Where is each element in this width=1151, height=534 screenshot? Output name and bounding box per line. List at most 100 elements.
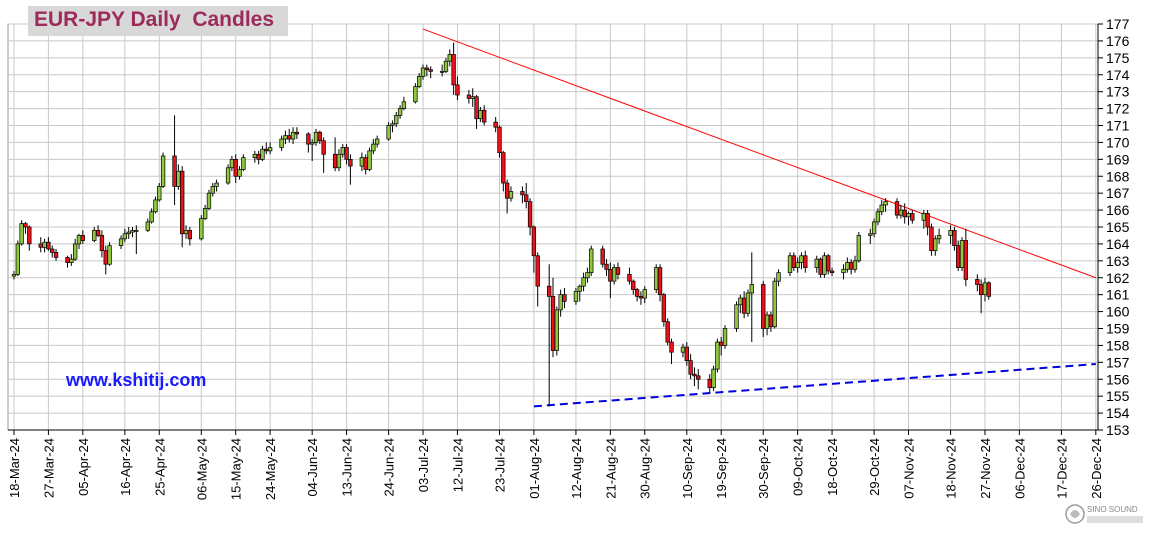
x-tick-label: 15-May-24 xyxy=(229,438,244,500)
candle-body xyxy=(237,169,242,177)
candle-down xyxy=(910,210,915,224)
candle-down xyxy=(348,154,353,185)
candle-body xyxy=(898,209,904,216)
candle-body xyxy=(80,235,85,241)
candle-up xyxy=(439,64,445,77)
x-tick-label: 05-Apr-24 xyxy=(76,438,91,496)
candle-body xyxy=(856,235,861,262)
candle-up xyxy=(11,270,17,280)
x-tick-label: 30-Aug-24 xyxy=(638,438,653,499)
candle-down xyxy=(527,198,533,236)
y-tick-label: 173 xyxy=(1106,84,1130,100)
candle-down xyxy=(684,342,689,366)
candle-body xyxy=(225,167,231,184)
x-tick-label: 30-Sep-24 xyxy=(756,438,771,499)
candle-up xyxy=(214,179,219,192)
candle-body xyxy=(795,262,800,268)
x-tick-label: 23-Jul-24 xyxy=(492,438,507,492)
candle-body xyxy=(210,186,215,194)
candle-body xyxy=(933,238,938,252)
y-tick-label: 170 xyxy=(1106,134,1130,150)
y-tick-label: 165 xyxy=(1106,219,1130,235)
candle-up xyxy=(611,264,617,285)
candle-body xyxy=(692,373,697,377)
candle-body xyxy=(294,131,300,135)
candle-body xyxy=(229,158,235,169)
candle-body xyxy=(501,152,506,184)
candle-body xyxy=(738,297,743,306)
candle-body xyxy=(466,94,472,99)
candle-body xyxy=(283,135,288,140)
sino-sound-logo: SINO SOUND xyxy=(1065,504,1143,524)
candle-up xyxy=(149,208,154,224)
candle-down xyxy=(264,142,269,155)
candle-down xyxy=(986,281,991,300)
candle-up xyxy=(879,199,884,216)
candle-down xyxy=(929,223,934,256)
candle-down xyxy=(638,291,644,305)
candle-down xyxy=(669,338,674,365)
candle-up xyxy=(443,57,449,74)
candle-up xyxy=(413,83,418,104)
candle-body xyxy=(15,243,20,275)
candle-body xyxy=(417,76,422,87)
candle-up xyxy=(478,106,483,123)
candle-body xyxy=(669,341,674,353)
candle-up xyxy=(764,311,770,336)
candle-down xyxy=(975,274,980,292)
candle-up xyxy=(799,252,804,270)
x-tick-label: 21-Aug-24 xyxy=(603,438,618,499)
candle-body xyxy=(451,54,456,86)
candle-body xyxy=(562,294,567,302)
y-tick-label: 177 xyxy=(1106,16,1130,32)
x-axis: 18-Mar-24 27-Mar-24 05-Apr-24 16-Apr-24 25-A… xyxy=(7,429,1104,500)
candle-body xyxy=(397,108,403,116)
candle-body xyxy=(524,194,529,202)
x-tick-label: 29-Oct-24 xyxy=(867,438,882,496)
candle-body xyxy=(241,157,246,170)
y-tick-label: 155 xyxy=(1106,388,1130,404)
candle-up xyxy=(868,228,873,244)
y-tick-label: 157 xyxy=(1106,354,1130,370)
candle-up xyxy=(359,152,365,172)
candle-body xyxy=(894,201,900,216)
candle-up xyxy=(267,142,273,155)
candle-up xyxy=(206,189,212,211)
x-tick-label: 26-Dec-24 xyxy=(1089,438,1104,499)
candle-up xyxy=(241,154,246,172)
candle-body xyxy=(879,204,884,213)
candle-up xyxy=(202,205,208,221)
chart-title-box xyxy=(28,6,288,36)
candle-down xyxy=(501,150,506,192)
candle-body xyxy=(550,296,556,351)
candle-body xyxy=(340,147,345,155)
y-tick-label: 162 xyxy=(1106,270,1130,286)
candle-body xyxy=(982,282,988,296)
candle-up xyxy=(841,264,846,280)
candle-body xyxy=(69,258,74,263)
candle-up xyxy=(92,227,97,243)
candle-up xyxy=(470,88,475,107)
y-tick-label: 153 xyxy=(1106,422,1130,438)
candle-up xyxy=(260,145,265,162)
candle-up xyxy=(417,73,422,89)
candle-up xyxy=(401,96,407,111)
candle-down xyxy=(562,287,567,309)
y-tick-label: 174 xyxy=(1106,67,1130,83)
x-tick-label: 24-Jun-24 xyxy=(382,438,397,497)
candle-up xyxy=(130,227,135,238)
candle-up xyxy=(340,144,345,158)
candle-down xyxy=(65,255,70,268)
candle-body xyxy=(527,201,533,228)
x-tick-label: 18-Mar-24 xyxy=(7,438,22,498)
candle-body xyxy=(508,191,514,199)
candle-body xyxy=(336,153,342,169)
candle-down xyxy=(661,292,667,327)
y-tick-label: 158 xyxy=(1106,337,1130,353)
candle-down xyxy=(53,248,59,261)
candle-up xyxy=(153,196,158,214)
candle-up xyxy=(933,235,938,256)
candle-down xyxy=(172,115,177,206)
candle-up xyxy=(573,287,579,305)
